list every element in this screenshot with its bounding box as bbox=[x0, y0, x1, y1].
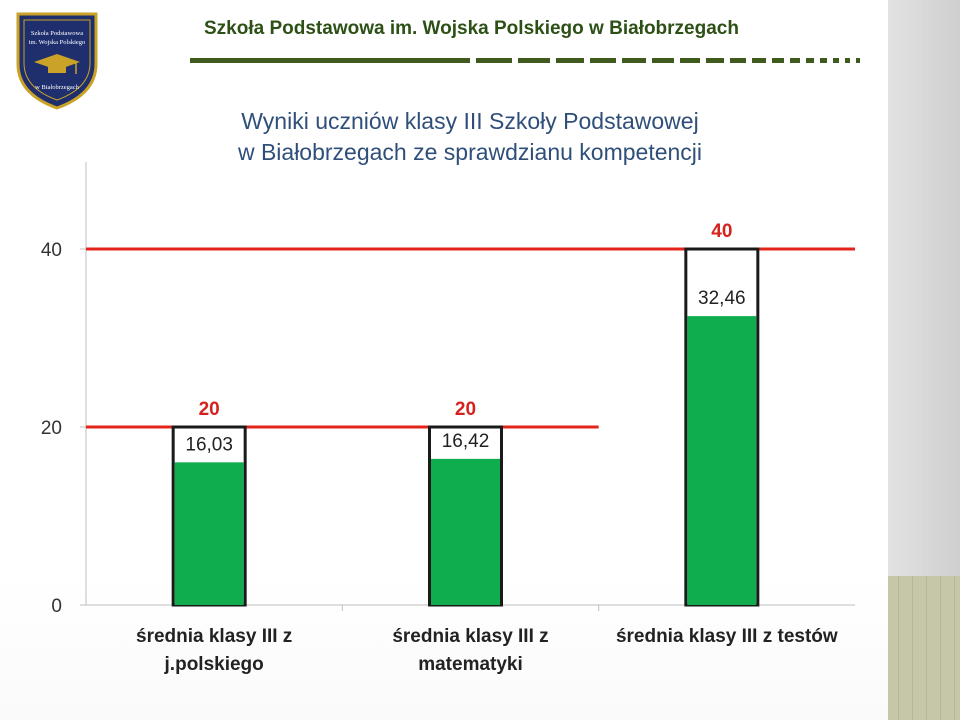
max-points-label: 20 bbox=[455, 399, 476, 420]
value-label: 16,42 bbox=[442, 431, 490, 452]
value-bar bbox=[174, 462, 244, 605]
header-divider bbox=[190, 58, 870, 63]
value-label: 32,46 bbox=[698, 288, 746, 309]
value-bar bbox=[687, 316, 757, 605]
value-bar bbox=[431, 458, 500, 605]
max-points-label: 20 bbox=[199, 399, 220, 420]
school-name-header: Szkoła Podstawowa im. Wojska Polskiego w… bbox=[204, 18, 739, 39]
decorative-side-accent bbox=[888, 576, 960, 720]
logo-text-line-3: w Białobrzegach bbox=[35, 84, 79, 91]
slide-title-line-2: w Białobrzegach ze sprawdzianu kompetenc… bbox=[237, 139, 703, 165]
y-tick-label: 0 bbox=[51, 596, 62, 617]
category-label: średnia klasy III z testów bbox=[616, 626, 838, 647]
category-label: średnia klasy III z bbox=[392, 626, 548, 647]
school-crest-icon bbox=[16, 12, 98, 110]
category-label: j.polskiego bbox=[164, 654, 264, 675]
max-points-label: 40 bbox=[711, 221, 732, 242]
y-tick-label: 40 bbox=[41, 240, 62, 261]
category-label: matematyki bbox=[418, 654, 523, 675]
category-label: średnia klasy III z bbox=[136, 626, 292, 647]
y-tick-label: 20 bbox=[41, 418, 62, 439]
school-logo: Szkoła Podstawowa im. Wojska Polskiego w… bbox=[14, 10, 100, 110]
logo-text-line-1: Szkoła Podstawowa bbox=[30, 30, 84, 37]
slide-title: Wyniki uczniów klasy III Szkoły Podstawo… bbox=[130, 106, 810, 168]
logo-text-line-2: im. Wojska Polskiego bbox=[28, 39, 86, 46]
slide-title-line-1: Wyniki uczniów klasy III Szkoły Podstawo… bbox=[241, 108, 699, 134]
value-label: 16,03 bbox=[185, 434, 233, 455]
